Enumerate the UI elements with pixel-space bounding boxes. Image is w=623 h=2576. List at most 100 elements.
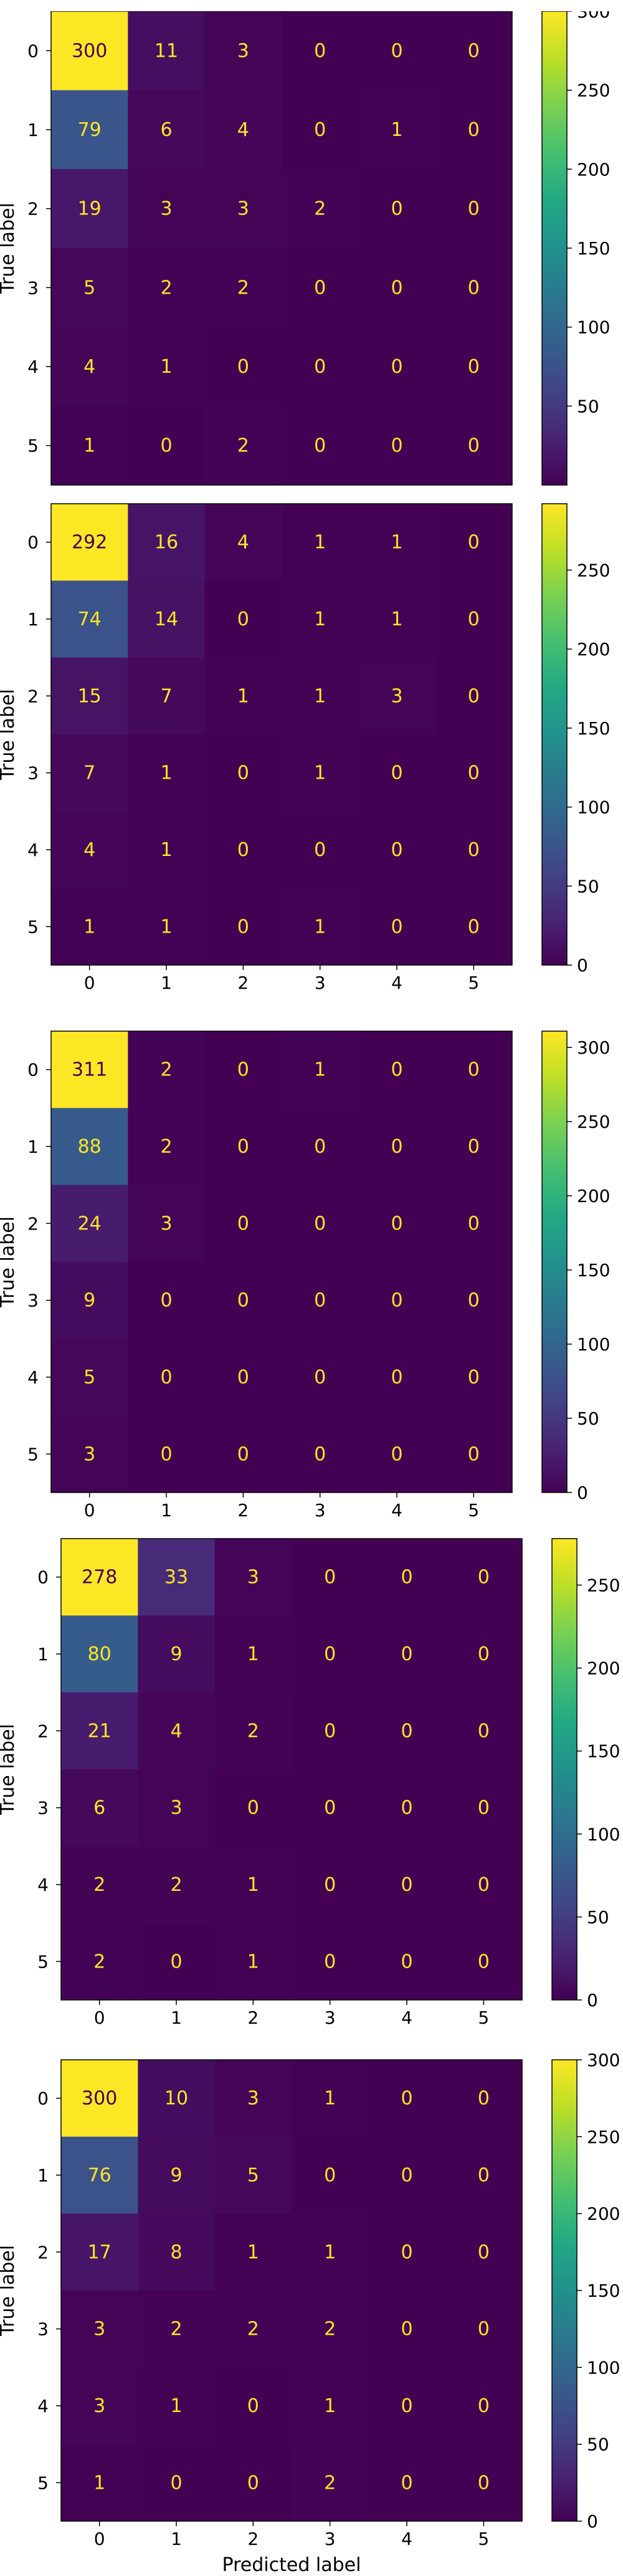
heatmap-cell [435,11,513,91]
y-axis-label: True label [0,2245,19,2337]
cell-value-label: 0 [237,1059,249,1081]
colorbar-tick-label: 250 [577,80,610,101]
cell-value-label: 0 [478,1797,490,1819]
cell-value-label: 1 [314,532,326,554]
heatmap-cell [214,1923,292,2001]
cell-value-label: 3 [170,1797,182,1819]
cell-value-label: 0 [468,1367,480,1388]
cell-value-label: 2 [160,1059,172,1081]
colorbar-tick-label: 0 [577,1483,588,1503]
heatmap-cell [204,90,282,170]
cell-value-label: 0 [468,198,480,220]
heatmap-cell [51,11,128,91]
colorbar-tick-label: 100 [577,797,610,818]
x-tick-label: 2 [237,1500,249,1521]
x-tick-label: 1 [171,2529,182,2549]
heatmap-cell [128,504,206,581]
colorbar-tick-label: 150 [577,718,610,739]
cell-value-label: 1 [314,685,326,707]
cell-value-label: 0 [401,2241,412,2263]
colorbar-tick-label: 100 [587,2357,620,2378]
heatmap-cell [435,1108,513,1186]
heatmap-cell [435,327,513,406]
cell-value-label: 0 [237,762,249,784]
y-axis-label: True label [0,689,19,781]
confusion-matrix-panel: 300 11 3 0 0 0 79 6 4 0 1 0 19 3 3 2 0 0 5 2 2 0 0 0 4 1 0 0 0 0 1 0 2 0 0… [0,1,623,497]
colorbar-tick-label: 50 [587,1907,609,1928]
cell-value-label: 0 [468,119,480,141]
y-tick-label: 1 [37,2165,49,2186]
heatmap-cell [435,1031,513,1108]
heatmap-cell [435,406,513,486]
colorbar [541,1031,568,1493]
x-tick-label: 2 [247,2007,259,2028]
heatmap-cell [292,2136,369,2214]
heatmap-cell [214,2136,292,2214]
cell-value-label: 1 [160,356,172,378]
heatmap-cell [128,888,206,966]
cell-value-label: 3 [247,1567,259,1588]
cell-value-label: 4 [170,1720,182,1742]
heatmap-cell [435,248,513,328]
heatmap-cell [358,888,436,966]
cell-value-label: 0 [160,1290,172,1312]
cell-value-label: 0 [391,762,402,784]
cell-value-label: 1 [247,1874,259,1896]
cell-value-label: 0 [391,40,402,62]
heatmap-cell [138,1692,216,1770]
y-tick-label: 3 [27,763,39,784]
heatmap-cell [358,1262,436,1339]
heatmap-cell [445,2444,523,2522]
cell-value-label: 15 [78,685,102,707]
cell-value-label: 0 [468,435,480,457]
heatmap-cell [128,11,206,91]
heatmap-cell [204,888,282,966]
cell-value-label: 0 [314,839,326,861]
x-tick-label: 1 [161,973,172,993]
heatmap-cell [61,1923,138,2001]
heatmap-cell [214,2444,292,2522]
cell-value-label: 0 [468,762,480,784]
cell-value-label: 0 [468,608,480,630]
heatmap-cell [138,2290,216,2368]
heatmap-cell [358,1185,436,1262]
colorbar-tick-label: 100 [577,317,610,338]
heatmap-cell [445,2136,523,2214]
cell-value-label: 6 [160,119,172,141]
heatmap-cell [435,811,513,889]
cell-value-label: 3 [93,2395,105,2417]
heatmap-cell [358,504,436,581]
cell-value-label: 0 [401,1951,412,1973]
cell-value-label: 1 [237,685,249,707]
heatmap-cell [292,1539,369,1616]
cell-value-label: 0 [468,1443,480,1465]
heatmap-cell [128,1415,206,1493]
cell-value-label: 5 [247,2165,259,2186]
heatmap-cell [214,1692,292,1770]
heatmap-cell [204,406,282,486]
heatmap-cell [435,580,513,658]
cell-value-label: 0 [478,2395,490,2417]
heatmap-cell [128,327,206,406]
heatmap-cell [61,1846,138,1924]
heatmap-cell [51,327,128,406]
x-tick-label: 4 [391,973,402,993]
x-tick-label: 0 [94,2007,105,2028]
heatmap-cell [128,169,206,249]
heatmap-cell [368,1923,446,2001]
colorbar-tick-label: 0 [577,955,588,976]
cell-value-label: 0 [401,2319,412,2340]
cell-value-label: 0 [314,1367,326,1388]
heatmap-cell [138,2213,216,2291]
cell-value-label: 1 [314,1059,326,1081]
y-tick-label: 5 [27,436,39,456]
colorbar-tick-label: 300 [577,11,610,22]
cell-value-label: 2 [160,277,172,299]
y-tick-label: 3 [27,277,39,298]
cell-value-label: 0 [314,1136,326,1158]
colorbar-tick-label: 50 [577,876,599,896]
heatmap-cell [204,580,282,658]
heatmap-cell [292,1615,369,1693]
x-axis-label: Predicted label [222,2554,361,2574]
cell-value-label: 0 [468,356,480,378]
